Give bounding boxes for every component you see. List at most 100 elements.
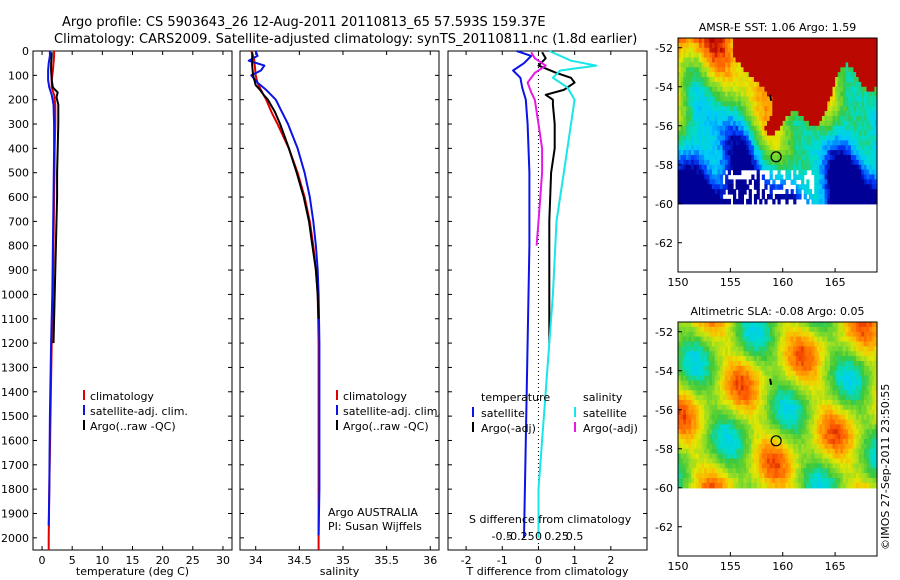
x-axis-label: salinity (320, 565, 360, 578)
legend-label: Argo(-adj) (481, 422, 536, 435)
map-title: Altimetric SLA: -0.08 Argo: 0.05 (691, 305, 865, 318)
y-tick-label: -62 (655, 521, 673, 534)
header-line-2: Climatology: CARS2009. Satellite-adjuste… (54, 32, 637, 47)
y-tick-label: 1400 (1, 386, 29, 399)
map-frame (677, 37, 878, 273)
x-tick-label: 0 (535, 554, 542, 567)
legend-label: Argo(..raw -QC) (343, 420, 429, 433)
y-tick-label: 300 (8, 118, 29, 131)
x-tick-label: 36 (423, 554, 437, 567)
top-x-tick-label: -0.5 (492, 530, 513, 543)
x-tick-label: 160 (772, 560, 793, 573)
x-axis-label: temperature (deg C) (76, 565, 189, 578)
legend-label: climatology (90, 390, 154, 403)
x-tick-label: 35 (336, 554, 350, 567)
y-tick-label: 1000 (1, 288, 29, 301)
float-pi-annotation: PI: Susan Wijffels (328, 520, 422, 533)
s-difference-label: S difference from climatology (469, 513, 632, 526)
float-track-mark (769, 378, 773, 385)
x-tick-label: 15 (126, 554, 140, 567)
y-tick-label: 1900 (1, 507, 29, 520)
x-tick-label: 5 (69, 554, 76, 567)
y-tick-label: 2000 (1, 532, 29, 545)
profile-location-marker (770, 151, 782, 163)
y-tick-label: 800 (8, 240, 29, 253)
y-tick-label: -62 (655, 237, 673, 250)
top-x-tick-label: 0 (535, 530, 542, 543)
x-axis-label: T difference from climatology (466, 565, 629, 578)
y-tick-label: 1700 (1, 459, 29, 472)
x-tick-label: 20 (156, 554, 170, 567)
series-line-4 (526, 51, 547, 246)
legend-label: satellite (481, 407, 525, 420)
y-tick-label: 200 (8, 94, 29, 107)
timestamp-stamp: ©IMOS 27-Sep-2011 23:50:55 (879, 384, 892, 550)
y-tick-label: 900 (8, 264, 29, 277)
series-line-2 (47, 51, 56, 526)
y-tick-label: 1600 (1, 434, 29, 447)
y-tick-label: -58 (655, 159, 673, 172)
map-panel-sst: AMSR-E SST: 1.06 Argo: 1.59 150 155 160 165 -… (655, 21, 878, 289)
y-tick-label: 1300 (1, 361, 29, 374)
plot-frame (447, 50, 648, 551)
x-tick-label: 2 (607, 554, 614, 567)
y-tick-label: 0 (22, 45, 29, 58)
x-tick-label: 35.5 (374, 554, 399, 567)
y-tick-label: 1100 (1, 313, 29, 326)
x-tick-label: 155 (720, 560, 741, 573)
profile-panel-2: 34 34.5 35 35.5 36 salinity climatology satelli… (239, 50, 441, 578)
y-tick-label: -52 (655, 326, 673, 339)
legend-label: Argo(..raw -QC) (90, 420, 176, 433)
y-tick-label: 400 (8, 142, 29, 155)
profile-panel-1: 0100200300400500600700800900100011001200… (1, 45, 233, 578)
top-x-tick-label: 0.25 (544, 530, 569, 543)
profile-panel-3: -2 -1 0 1 2T difference from climatology S di… (447, 50, 648, 578)
legend-label: Argo(-adj) (583, 422, 638, 435)
plot-frame (32, 50, 233, 551)
legend-title-temperature: temperature (481, 391, 550, 404)
map-field-cells (678, 322, 878, 489)
x-tick-label: -1 (497, 554, 508, 567)
y-tick-label: -60 (655, 198, 673, 211)
y-tick-label: 600 (8, 191, 29, 204)
x-tick-label: 150 (668, 276, 689, 289)
map-title: AMSR-E SST: 1.06 Argo: 1.59 (699, 21, 857, 34)
x-tick-label: 34.5 (287, 554, 312, 567)
x-tick-label: 30 (216, 554, 230, 567)
map-frame (677, 321, 878, 557)
y-tick-label: 1200 (1, 337, 29, 350)
y-tick-label: 100 (8, 69, 29, 82)
legend-title-salinity: salinity (583, 391, 623, 404)
series-line-3 (537, 50, 598, 538)
series-line-2 (247, 50, 321, 536)
profile-location-marker (770, 435, 782, 447)
x-tick-label: -2 (461, 554, 472, 567)
float-owner-annotation: Argo AUSTRALIA (328, 506, 418, 519)
x-tick-label: 25 (186, 554, 200, 567)
x-tick-label: 165 (825, 560, 846, 573)
x-tick-label: 0 (39, 554, 46, 567)
y-tick-label: -58 (655, 443, 673, 456)
y-tick-label: -54 (655, 365, 673, 378)
x-tick-label: 160 (772, 276, 793, 289)
x-tick-label: 150 (668, 560, 689, 573)
x-tick-label: 155 (720, 276, 741, 289)
series-line-2 (537, 51, 576, 344)
legend-label: satellite-adj. clim. (90, 405, 188, 418)
series-line-1 (250, 50, 320, 550)
y-tick-label: -56 (655, 120, 673, 133)
x-tick-label: 165 (825, 276, 846, 289)
x-tick-label: 1 (571, 554, 578, 567)
y-tick-label: -52 (655, 42, 673, 55)
y-tick-label: 500 (8, 167, 29, 180)
top-x-tick-label: 0.5 (566, 530, 584, 543)
y-tick-label: 1800 (1, 483, 29, 496)
map-panel-sla: Altimetric SLA: -0.08 Argo: 0.05 150 155 16… (655, 305, 878, 573)
y-tick-label: 1500 (1, 410, 29, 423)
legend-label: satellite-adj. clim. (343, 405, 441, 418)
x-tick-label: 34 (249, 554, 263, 567)
plot-frame (239, 50, 440, 551)
y-tick-label: 700 (8, 215, 29, 228)
series-line-1 (512, 50, 533, 538)
